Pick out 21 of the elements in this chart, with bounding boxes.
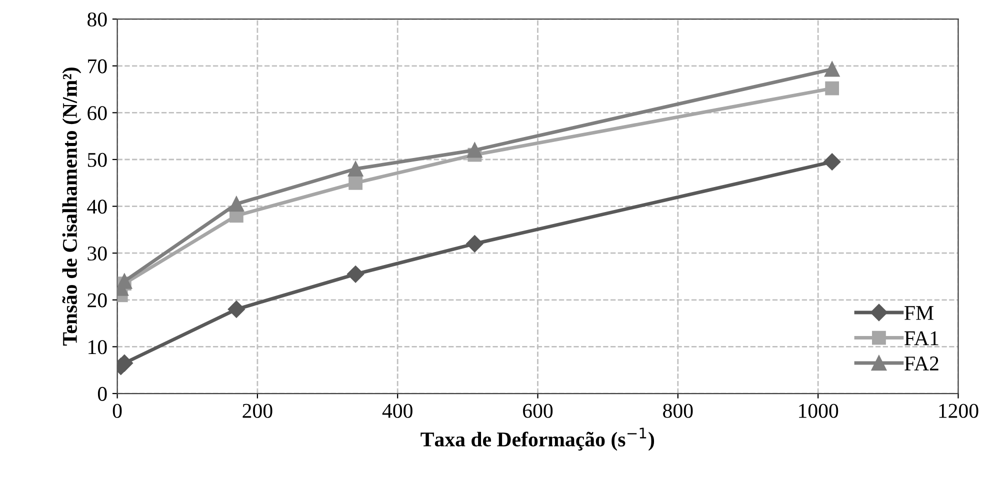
x-axis-title: Taxa de Deformação (s$^{−1}$): [420, 428, 654, 451]
y-tick-label: 70: [88, 59, 107, 74]
legend-label: FA1: [904, 331, 938, 346]
y-tick-label: 10: [88, 340, 107, 354]
y-tick-label: 30: [88, 246, 107, 261]
x-tick-label: 200: [242, 404, 272, 418]
legend-label: FA2: [904, 356, 938, 370]
y-tick-label: 0: [98, 386, 107, 401]
x-tick-label: 800: [663, 404, 693, 418]
x-tick-label: 400: [382, 404, 412, 418]
x-tick-label: 0: [112, 404, 122, 418]
x-tick-label: 1200: [939, 404, 978, 418]
legend-label: FM: [904, 306, 934, 320]
y-tick-label: 80: [88, 12, 107, 27]
y-tick-label: 20: [88, 293, 107, 308]
x-tick-label: 600: [523, 404, 553, 418]
y-tick-label: 40: [87, 200, 107, 214]
x-tick-label: 1000: [799, 404, 838, 418]
y-axis-title: Tensão de Cisalhamento (N/m²): [62, 68, 82, 346]
y-tick-label: 50: [88, 152, 107, 167]
y-tick-label: 60: [88, 106, 107, 120]
